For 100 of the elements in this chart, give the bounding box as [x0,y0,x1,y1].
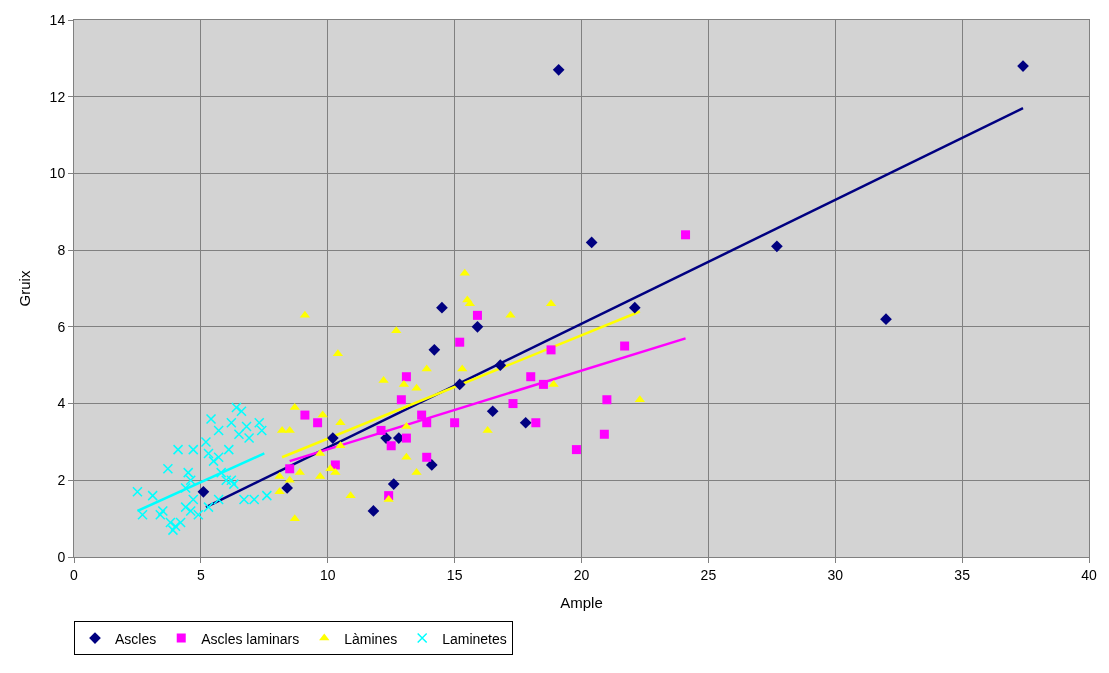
point [284,475,295,483]
point [284,425,295,433]
point [132,486,143,498]
point [422,452,432,462]
point [241,421,252,432]
legend-label: Ascles [115,630,157,647]
point [548,379,559,387]
point [213,494,224,505]
point [182,467,194,478]
point [203,448,214,459]
y-tick-label: 4 [57,395,66,412]
y-tick-label: 12 [49,88,66,105]
point [531,418,541,428]
point [285,464,295,474]
legend-label: Ascles laminars [201,630,300,647]
point [213,425,224,436]
point [205,413,217,425]
y-tick-label: 10 [49,165,66,182]
point [417,410,427,420]
point [585,236,598,249]
point [471,321,484,333]
point [167,524,179,536]
point [367,505,380,517]
point [188,494,199,505]
point [170,521,181,532]
point [325,464,336,472]
point [482,425,493,433]
x-tick-label: 15 [446,566,463,583]
y-tick-label: 8 [57,242,66,259]
point [203,501,214,513]
point [313,418,323,428]
point [261,490,273,501]
point [228,478,240,490]
point [208,455,219,467]
point [172,444,184,455]
point [386,441,396,451]
x-tick-label: 20 [573,566,590,583]
x-tick-label: 40 [1081,566,1097,583]
point [137,509,148,521]
x-tick-label: 10 [319,566,336,583]
point [326,432,339,444]
point [552,64,565,76]
point [620,341,630,351]
point [223,444,235,455]
point [197,485,210,498]
y-tick-label: 6 [57,318,66,335]
point [508,399,518,409]
point [546,345,556,355]
point [335,441,346,449]
point [599,429,609,439]
point [628,301,641,314]
x-tick-label: 25 [700,566,717,583]
point [289,402,300,410]
point [281,482,293,494]
point [436,301,448,314]
x-tick-label: 5 [196,566,205,583]
point [155,509,166,521]
y-axis-title: Gruix [15,270,33,307]
point [180,501,191,513]
point [571,445,581,455]
point [253,417,265,428]
point [226,475,237,486]
point [231,402,242,413]
point [213,452,224,463]
point [486,405,499,418]
point [330,460,340,470]
point [226,417,237,428]
point [422,418,432,428]
point [221,475,232,486]
point [185,475,196,486]
y-tick-label: 0 [57,548,66,565]
point [462,295,473,303]
point [421,364,432,372]
legend-label: Laminetes [442,630,507,647]
point [215,467,227,478]
legend-label: Làmines [344,630,398,647]
y-tick-label: 2 [57,472,66,489]
point [256,425,268,436]
point [200,436,212,448]
point [450,418,460,428]
point [494,359,507,372]
point [274,487,285,495]
point [453,378,466,391]
point [771,240,783,253]
point [457,364,468,372]
x-tick-label: 35 [954,566,971,583]
point [880,313,892,326]
point [472,310,482,320]
point [157,505,169,517]
point [396,395,406,405]
point [401,433,411,443]
point [236,405,247,417]
point [505,310,516,318]
point [519,416,532,429]
point [193,509,204,521]
point [274,471,285,479]
point [526,372,536,382]
y-tick-label: 14 [49,11,66,28]
point [387,478,400,490]
point [188,444,199,455]
